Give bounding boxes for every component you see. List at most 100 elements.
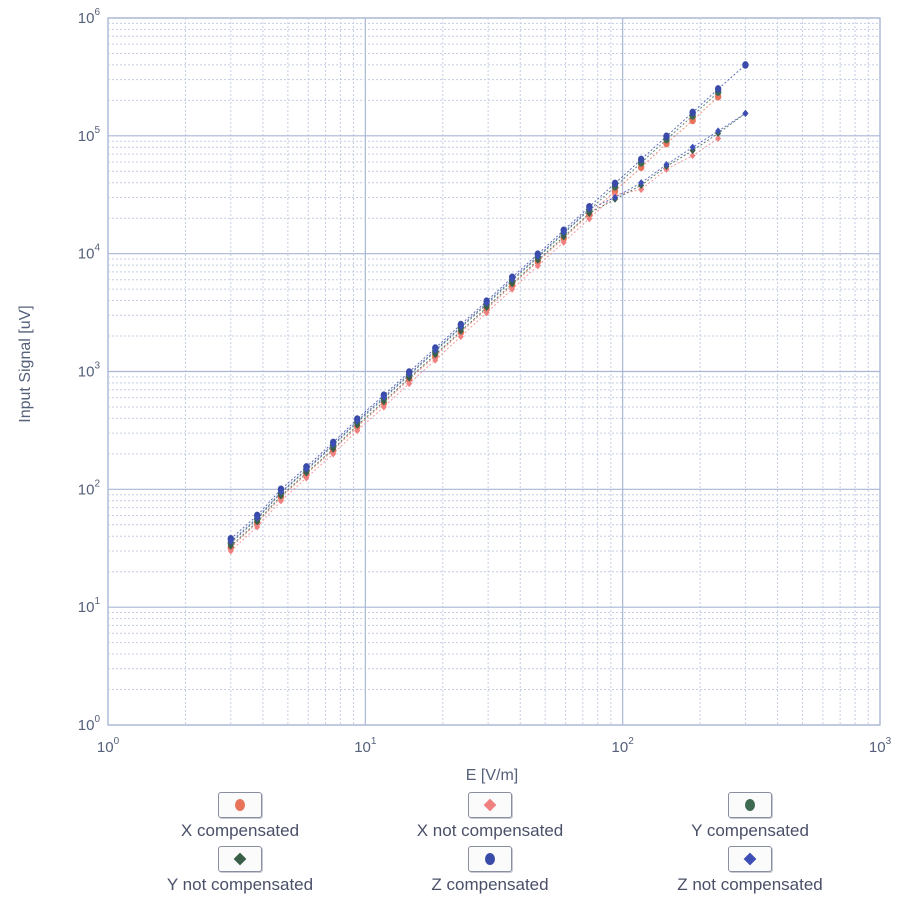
data-point <box>303 465 310 473</box>
data-point <box>277 497 284 505</box>
legend-label: X compensated <box>180 821 300 840</box>
data-point <box>638 179 645 187</box>
circle-marker-icon <box>745 799 755 811</box>
tick-base: 10 <box>78 717 95 734</box>
legend-item-x-not-compensated: X not compensated <box>360 792 620 841</box>
tick-base: 10 <box>354 739 371 756</box>
legend-swatch <box>218 792 262 818</box>
data-point <box>483 309 490 317</box>
y-tick-label: 100 <box>78 714 101 734</box>
data-point <box>689 151 696 160</box>
tick-base: 10 <box>869 739 886 756</box>
data-point <box>354 427 361 435</box>
data-point <box>254 523 261 531</box>
legend-item-y-compensated: Y compensated <box>620 792 880 841</box>
x-tick-label: 102 <box>612 736 635 756</box>
y-axis-label: Input Signal [uV] <box>17 305 34 422</box>
legend-swatch <box>728 792 772 818</box>
data-point <box>714 85 722 93</box>
legend-item-z-not-compensated: Z not compensated <box>620 846 880 895</box>
data-point <box>483 303 490 311</box>
tick-exponent: 4 <box>94 243 100 254</box>
series-line-0 <box>230 96 719 548</box>
data-point <box>227 538 234 546</box>
tick-base: 10 <box>78 128 95 145</box>
data-point <box>715 127 722 135</box>
data-point <box>457 332 464 341</box>
data-point <box>254 514 261 522</box>
y-tick-label: 105 <box>78 125 101 145</box>
legend-swatch <box>468 846 512 872</box>
data-point <box>432 351 439 359</box>
data-point <box>612 193 619 202</box>
tick-exponent: 0 <box>114 736 120 747</box>
tick-exponent: 1 <box>371 736 377 747</box>
tick-base: 10 <box>78 599 95 616</box>
tick-base: 10 <box>78 481 95 498</box>
data-point <box>509 280 516 288</box>
data-point <box>432 346 439 355</box>
data-point <box>380 393 387 401</box>
data-point <box>277 488 284 496</box>
legend-item-y-not-compensated: Y not compensated <box>110 846 370 895</box>
data-point <box>638 185 645 194</box>
tick-exponent: 5 <box>94 125 100 136</box>
tick-base: 10 <box>78 364 95 381</box>
data-point <box>560 228 567 237</box>
tick-exponent: 2 <box>94 478 100 489</box>
data-point <box>534 252 541 260</box>
data-point <box>254 518 261 526</box>
data-point <box>509 285 516 293</box>
data-point <box>277 492 284 500</box>
data-point <box>560 238 567 246</box>
data-point <box>457 323 464 331</box>
data-point <box>457 327 464 335</box>
tick-exponent: 0 <box>94 714 100 725</box>
data-point <box>663 160 670 169</box>
data-point <box>330 450 337 458</box>
data-point <box>509 275 516 283</box>
data-point <box>432 356 439 364</box>
tick-exponent: 3 <box>94 361 100 372</box>
y-tick-label: 101 <box>78 596 101 616</box>
data-point <box>742 61 749 69</box>
tick-base: 10 <box>97 739 114 756</box>
diamond-marker-icon <box>483 798 497 812</box>
data-point <box>715 134 722 143</box>
legend-item-z-compensated: Z compensated <box>360 846 620 895</box>
series-line-1 <box>230 138 719 552</box>
data-point <box>689 143 696 151</box>
data-point <box>406 374 413 382</box>
series-line-2 <box>230 91 719 544</box>
data-point <box>330 445 337 453</box>
data-point <box>330 440 337 449</box>
data-point <box>742 109 749 118</box>
data-point <box>380 398 387 406</box>
legend-swatch <box>728 846 772 872</box>
grid <box>107 17 881 726</box>
legend-label: Z compensated <box>431 875 549 894</box>
legend-label: Z not compensated <box>677 875 823 894</box>
data-point <box>637 155 645 164</box>
tick-exponent: 6 <box>94 7 100 18</box>
legend-item-x-compensated: X compensated <box>110 792 370 841</box>
data-point <box>406 379 413 388</box>
data-point <box>227 542 234 550</box>
data-point <box>689 108 696 117</box>
data-point <box>406 370 413 378</box>
diamond-marker-icon <box>743 852 757 866</box>
data-point <box>586 209 593 217</box>
data-point <box>354 421 361 429</box>
data-point <box>303 474 310 482</box>
x-axis-label: E [V/m] <box>466 767 518 784</box>
x-tick-label: 101 <box>354 736 377 756</box>
y-tick-label: 104 <box>78 243 101 263</box>
data-point <box>586 205 593 213</box>
data-point <box>380 403 387 411</box>
data-points <box>227 61 749 555</box>
tick-exponent: 1 <box>94 596 100 607</box>
tick-base: 10 <box>612 739 629 756</box>
legend-swatch <box>468 792 512 818</box>
